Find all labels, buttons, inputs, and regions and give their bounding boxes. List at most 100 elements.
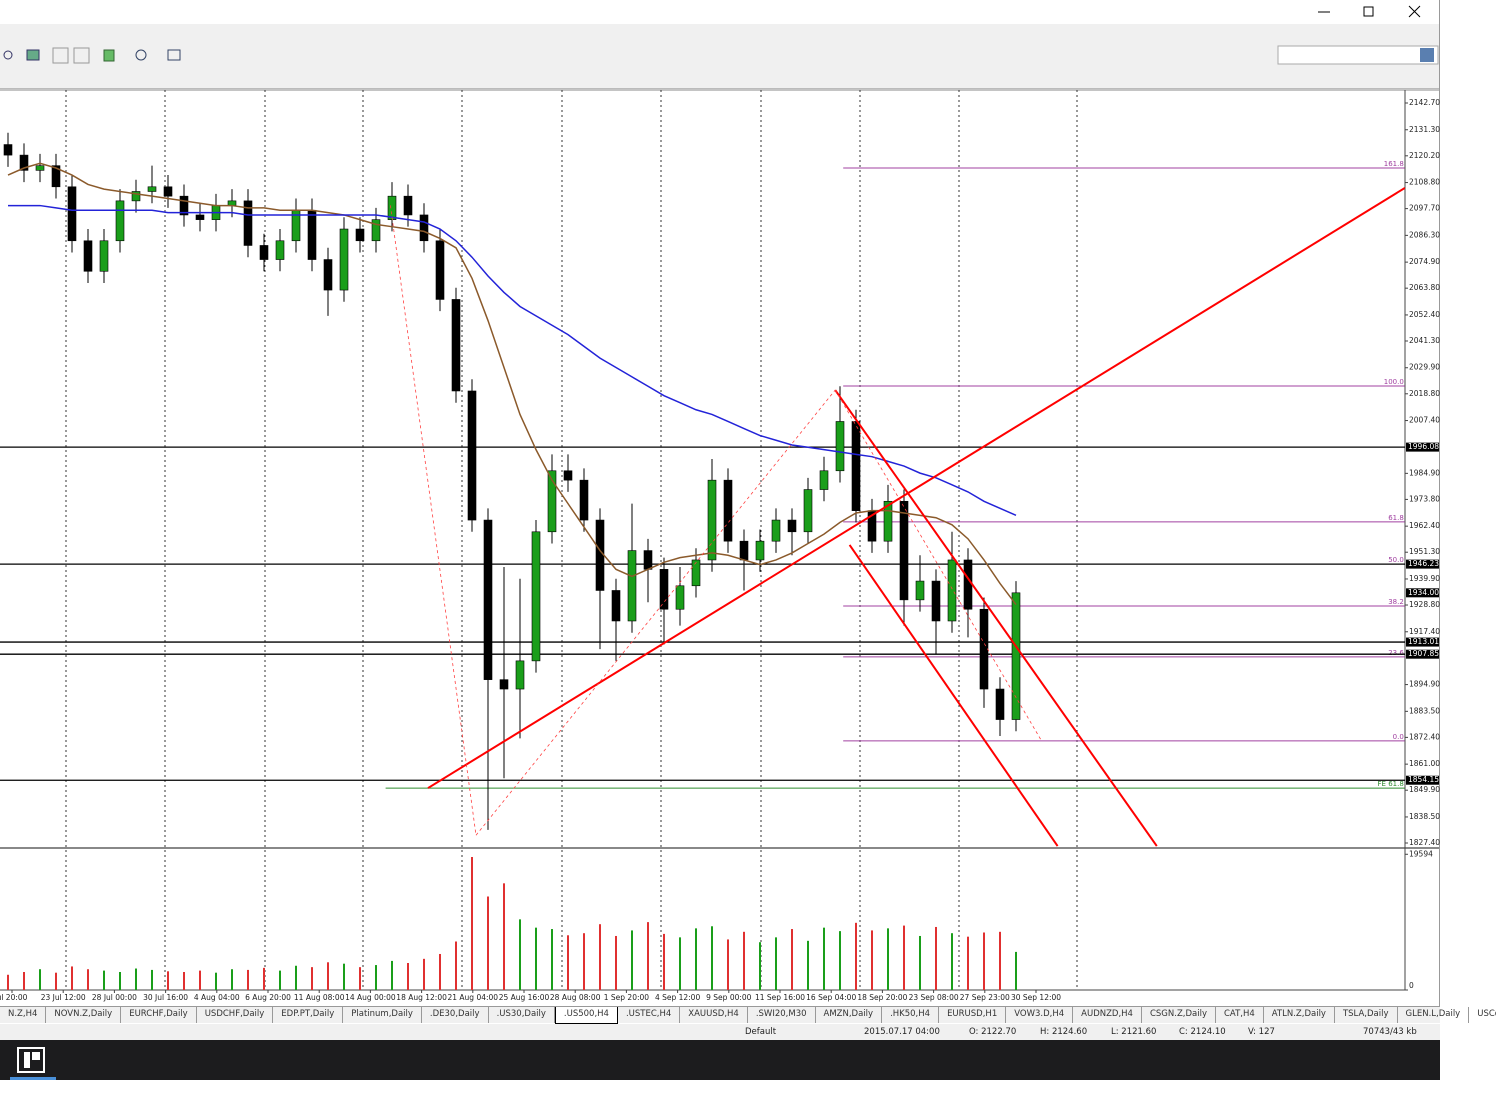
candle-body xyxy=(979,608,989,690)
y-tick-label: 2063.80 xyxy=(1409,283,1440,292)
volume-tick-label: 19594 xyxy=(1409,849,1433,858)
y-tick-label: 2108.80 xyxy=(1409,178,1440,187)
candle-body xyxy=(467,390,477,521)
chart-tab[interactable]: .US30,Daily xyxy=(489,1007,555,1023)
chart-tab[interactable]: .HK50,H4 xyxy=(882,1007,940,1023)
chart-tab[interactable]: TSLA,Daily xyxy=(1335,1007,1398,1023)
chart-tab[interactable]: EURUSD,H1 xyxy=(939,1007,1007,1023)
chart-tab[interactable]: AMZN,Daily xyxy=(816,1007,883,1023)
level-label: 1913.01 xyxy=(1408,637,1439,646)
expansion-label: FE 61.8 xyxy=(1378,780,1404,788)
candle-body xyxy=(627,550,637,622)
x-tick-label: 14 Aug 00:00 xyxy=(345,993,396,1002)
chart-tab[interactable]: XAUUSD,H4 xyxy=(680,1007,748,1023)
x-tick-label: 27 Sep 23:00 xyxy=(960,993,1010,1002)
fibo-label: 50.0 xyxy=(1388,556,1404,564)
volume-tick-label: 0 xyxy=(1409,981,1414,990)
x-tick-label: 6 Aug 20:00 xyxy=(245,993,291,1002)
candle-body xyxy=(643,550,653,570)
x-tick-label: 11 Sep 16:00 xyxy=(755,993,805,1002)
y-tick-label: 1984.90 xyxy=(1409,468,1440,477)
level-label: 1854.15 xyxy=(1408,775,1439,784)
candle-body xyxy=(851,421,861,511)
chart-tab[interactable]: VOW3.D,H4 xyxy=(1006,1007,1074,1023)
candle-body xyxy=(531,531,541,662)
x-tick-label: 1 Sep 20:00 xyxy=(604,993,650,1002)
toolbar-icons xyxy=(3,45,1439,65)
chart-tab[interactable]: .DE30,Daily xyxy=(422,1007,489,1023)
x-tick-label: 4 Aug 04:00 xyxy=(194,993,240,1002)
zoom-out[interactable] xyxy=(3,50,13,60)
candle-body xyxy=(963,559,973,610)
chart-tab[interactable]: .USTEC,H4 xyxy=(618,1007,681,1023)
candle-body xyxy=(835,421,845,472)
chart-tab[interactable]: CAT,H4 xyxy=(1216,1007,1264,1023)
auto-scroll[interactable] xyxy=(73,47,90,64)
candle-body xyxy=(755,540,765,561)
candle-body xyxy=(99,240,109,272)
close[interactable] xyxy=(1408,5,1421,18)
price-tag xyxy=(1406,588,1439,598)
search-button[interactable] xyxy=(1420,48,1434,62)
y-tick-label: 1861.00 xyxy=(1409,759,1440,768)
chart-tab[interactable]: ATLN.Z,Daily xyxy=(1264,1007,1335,1023)
taskbar-icon[interactable] xyxy=(0,1040,60,1080)
y-tick-label: 2120.20 xyxy=(1409,151,1440,160)
candle-body xyxy=(739,540,749,561)
restore[interactable] xyxy=(1363,6,1374,17)
search-box[interactable] xyxy=(1277,45,1439,65)
candle-body xyxy=(515,660,525,690)
candle-body xyxy=(403,195,413,216)
indicators[interactable] xyxy=(103,49,115,62)
candle-body xyxy=(547,470,557,533)
candle-body xyxy=(3,144,13,156)
candle-body xyxy=(435,240,445,300)
candle-body xyxy=(675,585,685,610)
templates[interactable] xyxy=(167,49,181,61)
tile-windows[interactable] xyxy=(26,49,40,61)
chart-tab[interactable]: NOVN.Z,Daily xyxy=(46,1007,122,1023)
candle-body xyxy=(787,519,797,533)
trendline xyxy=(427,187,1406,789)
chart-shift[interactable] xyxy=(52,47,69,64)
candle-body xyxy=(115,200,125,242)
periods[interactable] xyxy=(135,49,147,61)
y-tick-label: 1973.80 xyxy=(1409,494,1440,503)
x-tick-label: 25 Aug 16:00 xyxy=(499,993,550,1002)
candle-body xyxy=(659,569,669,610)
candle-body xyxy=(723,479,733,542)
x-tick-label: 4 Sep 12:00 xyxy=(655,993,701,1002)
candle-body xyxy=(899,500,909,601)
candle-body xyxy=(163,186,173,197)
trendline xyxy=(834,389,1042,742)
candle-body xyxy=(995,688,1005,720)
chart-tab[interactable]: USDCHF,Daily xyxy=(197,1007,274,1023)
chart-tab[interactable]: EDP.PT,Daily xyxy=(273,1007,344,1023)
candle-body xyxy=(179,195,189,216)
candle-body xyxy=(419,214,429,242)
chart-tab[interactable]: CSGN.Z,Daily xyxy=(1142,1007,1216,1023)
x-tick-label: 18 Sep 20:00 xyxy=(857,993,907,1002)
status-field: H: 2124.60 xyxy=(1040,1027,1088,1037)
chart-tab[interactable]: .US500,H4 xyxy=(554,1007,618,1024)
y-tick-label: 1939.90 xyxy=(1409,574,1440,583)
level-label: 1996.08 xyxy=(1408,442,1439,451)
y-tick-label: 1872.40 xyxy=(1409,732,1440,741)
status-field: O: 2122.70 xyxy=(969,1027,1017,1037)
chart-tab[interactable]: USCo xyxy=(1469,1007,1496,1023)
candle-body xyxy=(259,245,269,260)
candle-body xyxy=(19,154,29,171)
candle-body xyxy=(83,240,93,272)
candle-body xyxy=(451,299,461,392)
candle-body xyxy=(307,209,317,260)
y-tick-label: 1928.80 xyxy=(1409,600,1440,609)
chart-tabs: N.Z,H4 NOVN.Z,Daily EURCHF,Daily USDCHF,Dai… xyxy=(0,1006,1496,1024)
chart-tab[interactable]: EURCHF,Daily xyxy=(121,1007,197,1023)
chart-tab[interactable]: N.Z,H4 xyxy=(0,1007,47,1023)
chart-tab[interactable]: AUDNZD,H4 xyxy=(1073,1007,1142,1023)
chart-tab[interactable]: Platinum,Daily xyxy=(343,1007,422,1023)
chart-tab[interactable]: GLEN.L,Daily xyxy=(1398,1007,1470,1023)
chart-tab[interactable]: .SWI20,M30 xyxy=(748,1007,816,1023)
candle-body xyxy=(323,259,333,291)
